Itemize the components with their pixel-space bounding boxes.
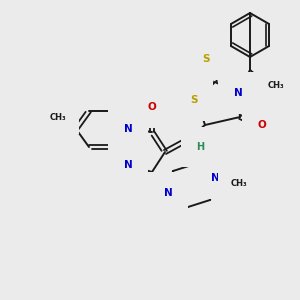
Text: S: S xyxy=(202,54,210,64)
Text: O: O xyxy=(258,120,266,130)
Text: N: N xyxy=(164,188,172,198)
Text: S: S xyxy=(190,95,198,105)
Text: CH₃: CH₃ xyxy=(38,124,56,134)
Text: N: N xyxy=(234,88,242,98)
Text: N: N xyxy=(124,160,132,170)
Text: H: H xyxy=(196,142,204,152)
Text: O: O xyxy=(148,102,156,112)
Text: CH₃: CH₃ xyxy=(268,80,284,89)
Text: CH₃: CH₃ xyxy=(231,178,247,188)
Text: N: N xyxy=(124,124,132,134)
Text: N: N xyxy=(211,173,219,183)
Text: CH₃: CH₃ xyxy=(50,112,66,122)
